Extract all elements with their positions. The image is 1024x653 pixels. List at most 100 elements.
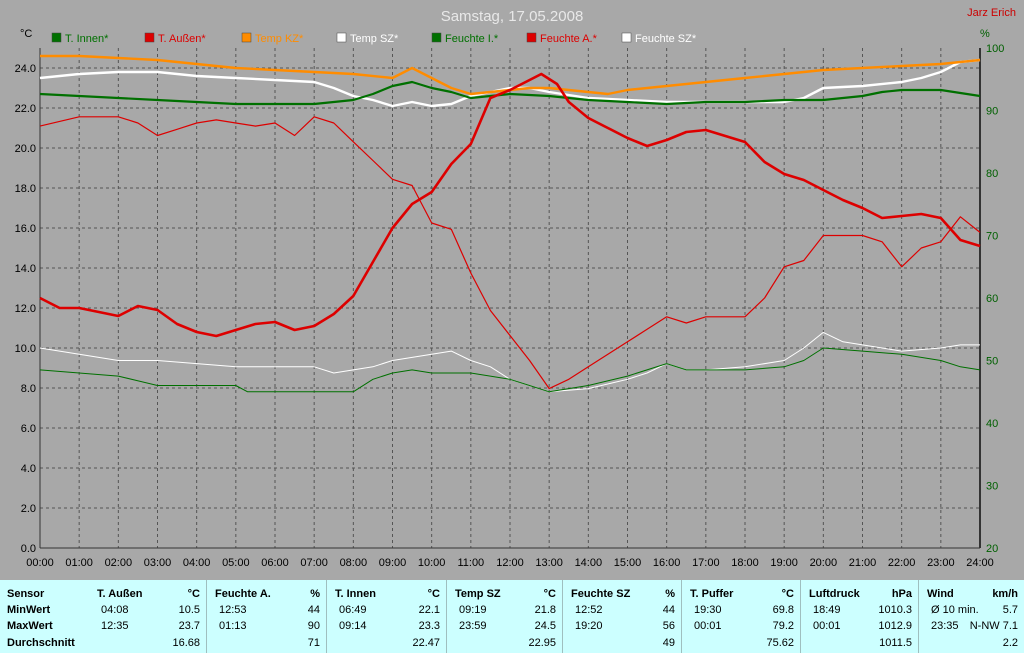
y-left-tick-label: 22.0 xyxy=(15,103,36,115)
stat-value: 21.8 xyxy=(534,604,556,616)
y-left-tick-label: 24.0 xyxy=(15,63,36,75)
sensor-columns: T. Außen °C 04:08 10.5 12:35 23.7 16.68 Feuchte… xyxy=(89,580,1024,653)
stat-value: 24.5 xyxy=(534,620,556,632)
legend-item: T. Innen* xyxy=(51,32,109,45)
stat-row: Wind km/h xyxy=(919,586,1024,602)
stat-unit: hPa xyxy=(891,588,912,600)
stat-column: T. Innen °C 06:49 22.1 09:14 23.3 22.47 xyxy=(326,580,446,653)
x-tick-label: 05:00 xyxy=(222,557,250,569)
y-right-tick-label: 70 xyxy=(986,231,998,243)
stat-row: 12:35 23.7 xyxy=(89,618,206,634)
x-tick-label: 12:00 xyxy=(496,557,524,569)
stat-time: 09:14 xyxy=(339,620,367,632)
row-label-max: MaxWert xyxy=(7,620,53,632)
stat-row: T. Innen °C xyxy=(327,586,446,602)
stat-sensor-name: Feuchte SZ xyxy=(571,588,631,600)
legend-label: Temp KZ* xyxy=(255,33,304,45)
stat-row: Ø 10 min. 5.7 xyxy=(919,602,1024,618)
x-tick-label: 11:00 xyxy=(457,557,484,569)
legend-label: Temp SZ* xyxy=(350,33,399,45)
stat-column: Feuchte A.% 12:53 44 01:13 90 71 xyxy=(206,580,326,653)
stat-time: 04:08 xyxy=(101,604,129,616)
stat-sensor-name: T. Innen xyxy=(335,588,376,600)
x-tick-label: 24:00 xyxy=(966,557,994,569)
stat-column: Luftdruck hPa 18:49 1010.3 00:01 1012.9 1011.5 xyxy=(800,580,918,653)
row-label-avg: Durchschnitt xyxy=(7,637,75,649)
stat-row: 00:01 79.2 xyxy=(682,618,800,634)
series-lines xyxy=(39,54,981,393)
y-left-tick-label: 6.0 xyxy=(21,423,36,435)
stat-value: 44 xyxy=(662,604,675,616)
legend-item: T. Außen* xyxy=(144,32,206,45)
y-left-tick-label: 12.0 xyxy=(15,303,36,315)
x-tick-label: 00:00 xyxy=(26,557,54,569)
stat-value: 1011.5 xyxy=(879,637,912,649)
x-tick-label: 01:00 xyxy=(65,557,93,569)
stat-row: 19:30 69.8 xyxy=(682,602,800,618)
x-tick-label: 14:00 xyxy=(575,557,603,569)
y-left-tick-label: 18.0 xyxy=(15,183,36,195)
stat-row: 22.47 xyxy=(327,635,446,651)
stat-value: 23.7 xyxy=(178,620,200,632)
stat-unit: % xyxy=(310,588,320,600)
stat-value: 2.2 xyxy=(1002,637,1018,649)
y-left-tick-label: 4.0 xyxy=(21,463,36,475)
stat-row: 16.68 xyxy=(89,635,206,651)
tick-labels: 00:00 01:00 02:00 03:00 04:00 05:00 06:00 07:00… xyxy=(15,43,1005,569)
stat-unit: °C xyxy=(427,588,440,600)
stat-value: N-NW 7.1 xyxy=(969,620,1018,632)
stat-sensor-name: Luftdruck xyxy=(809,588,860,600)
stat-sensor-name: T. Puffer xyxy=(690,588,734,600)
y-right-tick-label: 50 xyxy=(986,356,998,368)
stat-value: 5.7 xyxy=(1002,604,1018,616)
chart-author: Jarz Erich xyxy=(967,7,1016,19)
stat-row: Temp SZ °C xyxy=(447,586,562,602)
stat-time: 00:01 xyxy=(694,620,722,632)
x-tick-label: 15:00 xyxy=(614,557,642,569)
stat-column: T. Puffer °C 19:30 69.8 00:01 79.2 75.62 xyxy=(681,580,800,653)
y-right-unit: % xyxy=(980,28,990,40)
stat-time: 09:19 xyxy=(459,604,487,616)
stat-sensor-name: Feuchte A. xyxy=(215,588,271,600)
legend-swatch xyxy=(431,32,442,43)
stat-row: 09:14 23.3 xyxy=(327,618,446,634)
stat-value: 1012.9 xyxy=(878,620,912,632)
legend-label: Feuchte I.* xyxy=(445,33,499,45)
stat-row: 1011.5 xyxy=(801,635,918,651)
x-tick-label: 21:00 xyxy=(849,557,877,569)
x-tick-label: 16:00 xyxy=(653,557,681,569)
x-tick-label: 23:00 xyxy=(927,557,955,569)
legend-swatch xyxy=(621,32,632,43)
stat-column: Wind km/h Ø 10 min. 5.7 23:35 N-NW 7.1 2.2 xyxy=(918,580,1024,653)
x-tick-label: 06:00 xyxy=(261,557,289,569)
stat-value: 69.8 xyxy=(772,604,794,616)
legend-swatch xyxy=(241,32,252,43)
legend-item: Temp KZ* xyxy=(241,32,304,45)
stat-value: 49 xyxy=(662,637,675,649)
legend-swatch xyxy=(526,32,537,43)
y-right-tick-label: 30 xyxy=(986,481,998,493)
stat-sensor-name: Temp SZ xyxy=(455,588,501,600)
legend-item: Feuchte A.* xyxy=(526,32,598,45)
row-labels-column: Sensor MinWert MaxWert Durchschnitt xyxy=(0,580,89,653)
legend-swatch xyxy=(51,32,62,43)
stat-unit: km/h xyxy=(992,588,1018,600)
x-tick-label: 08:00 xyxy=(340,557,368,569)
y-right-tick-label: 60 xyxy=(986,293,998,305)
x-tick-label: 19:00 xyxy=(770,557,798,569)
y-right-tick-label: 90 xyxy=(986,106,998,118)
stat-time: 19:30 xyxy=(694,604,722,616)
stat-time: 23:35 xyxy=(931,620,959,632)
legend-item: Feuchte I.* xyxy=(431,32,499,45)
stat-value: 23.3 xyxy=(418,620,440,632)
x-tick-label: 20:00 xyxy=(810,557,838,569)
stat-column: Feuchte SZ% 12:52 44 19:20 56 49 xyxy=(562,580,681,653)
series-line-feuchte-i xyxy=(39,347,981,393)
x-tick-label: 22:00 xyxy=(888,557,916,569)
stat-row: 00:01 1012.9 xyxy=(801,618,918,634)
stat-unit: °C xyxy=(187,588,200,600)
y-right-tick-label: 100 xyxy=(986,43,1004,55)
legend-label: T. Innen* xyxy=(65,33,109,45)
stat-row: 01:13 90 xyxy=(207,618,326,634)
y-left-unit: °C xyxy=(20,28,32,40)
